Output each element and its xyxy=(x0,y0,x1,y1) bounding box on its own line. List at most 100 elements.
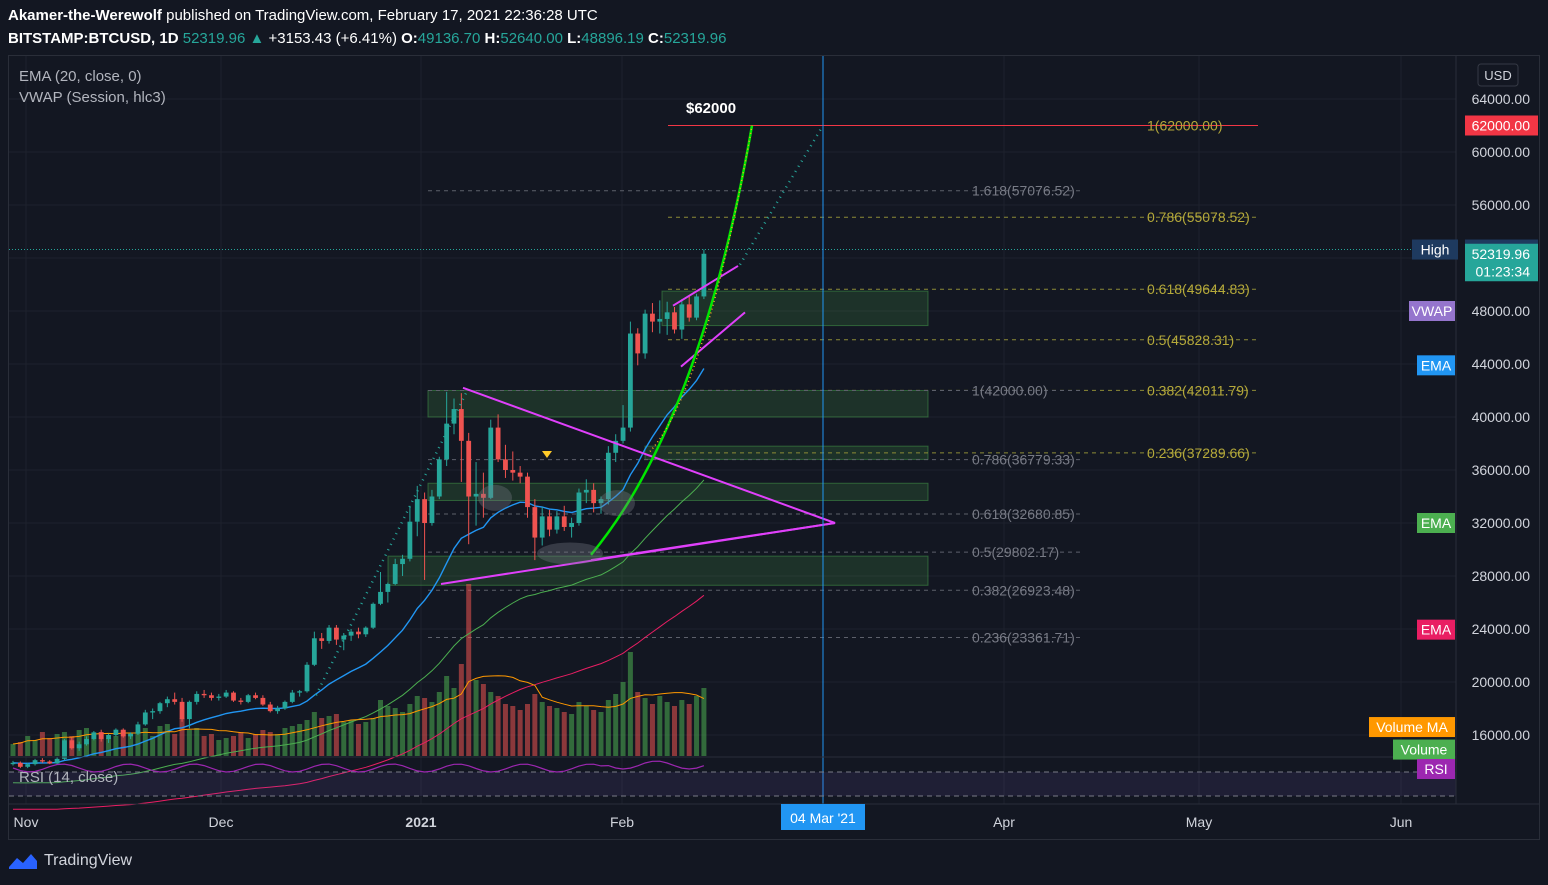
support-zone xyxy=(427,482,929,501)
candle-body xyxy=(539,516,545,538)
candle-body xyxy=(481,493,486,498)
tradingview-brand[interactable]: TradingView xyxy=(8,852,132,870)
volume-bar xyxy=(672,706,677,756)
fib-level-label: 0.236(37289.66) xyxy=(1147,445,1250,461)
fib-level-label: 0.618(32680.85) xyxy=(972,506,1075,522)
rsi-legend[interactable]: RSI (14, close) xyxy=(19,769,119,786)
candle-body xyxy=(326,627,332,641)
highlight-ellipse xyxy=(537,542,603,565)
chart-frame xyxy=(8,55,1540,840)
volume-bar xyxy=(223,738,229,756)
volume-bar xyxy=(128,734,134,756)
candle-body xyxy=(260,697,266,705)
author-name[interactable]: Akamer-the-Werewolf xyxy=(8,7,162,24)
volume-bar xyxy=(679,700,685,756)
x-tick-label: Nov xyxy=(14,814,39,830)
fib-level-label: 0.382(42011.79) xyxy=(1147,382,1249,398)
candle-body xyxy=(341,635,347,640)
volume-bar xyxy=(576,702,582,756)
x-tick-label: May xyxy=(1186,814,1212,830)
volume-bar xyxy=(98,732,104,756)
volume-bar xyxy=(532,694,538,756)
indicator-tag-label: RSI xyxy=(1424,761,1447,777)
volume-bar xyxy=(502,704,508,756)
volume-bar xyxy=(238,732,244,756)
date-marker-label: 04 Mar '21 xyxy=(790,810,856,826)
candle-body xyxy=(701,253,707,297)
price-tag-bg xyxy=(1465,261,1538,282)
fib-level-label: 0.5(45828.31) xyxy=(1147,332,1234,348)
price-change: +3153.43 (+6.41%) xyxy=(268,30,397,47)
candle-body xyxy=(319,638,325,641)
candle-body xyxy=(378,591,383,604)
currency-label: USD xyxy=(1484,68,1511,83)
volume-bar xyxy=(348,720,354,756)
candle-body xyxy=(436,459,442,497)
volume-bar xyxy=(32,740,38,756)
fib-level-label: 1.618(57076.52) xyxy=(972,183,1075,199)
volume-bar xyxy=(304,720,310,756)
indicator-tag-bg xyxy=(1409,301,1455,321)
symbol-label[interactable]: BITSTAMP:BTCUSD, 1D xyxy=(8,30,179,47)
candle-body xyxy=(17,762,23,767)
publish-info: published on TradingView.com, February 1… xyxy=(166,7,598,24)
close-value: 52319.96 xyxy=(663,30,727,47)
volume-bar xyxy=(363,722,369,756)
volume-bar xyxy=(311,712,317,756)
candle-body xyxy=(164,699,170,704)
fib-level-label: 0.786(55078.52) xyxy=(1147,209,1250,225)
volume-bar xyxy=(326,716,332,756)
volume-bar xyxy=(466,584,472,756)
candle-body xyxy=(466,440,472,497)
volume-bar xyxy=(231,736,236,756)
candle-body xyxy=(672,312,677,330)
candle-body xyxy=(605,452,611,500)
candle-body xyxy=(598,499,604,504)
candle-body xyxy=(47,761,53,764)
candle-body xyxy=(231,692,236,701)
x-tick-label: Feb xyxy=(610,814,634,830)
volume-bar xyxy=(319,718,325,756)
indicator-tag-label: EMA xyxy=(1421,515,1452,531)
triangle-support xyxy=(590,522,836,562)
volume-bar xyxy=(480,684,486,756)
candle-body xyxy=(569,523,574,527)
candle-body xyxy=(194,693,200,702)
signal-triangle-icon xyxy=(542,451,552,458)
volume-bar xyxy=(370,718,376,756)
candle-body xyxy=(120,729,126,737)
volume-bar xyxy=(157,726,163,756)
volume-bar xyxy=(289,726,295,756)
volume-bar xyxy=(106,738,112,756)
candle-body xyxy=(620,427,626,441)
volume-bar xyxy=(54,734,60,756)
volume-bar xyxy=(444,676,450,756)
y-tick-label: 48000.00 xyxy=(1472,303,1531,319)
symbol-line: BITSTAMP:BTCUSD, 1D 52319.96 ▲ +3153.43 … xyxy=(8,30,726,47)
highlight-ellipse xyxy=(599,490,635,517)
candle-body xyxy=(172,699,178,702)
candle-body xyxy=(363,627,369,635)
candle-body xyxy=(157,703,163,712)
candle-body xyxy=(583,489,589,493)
candle-body xyxy=(547,516,552,530)
candle-body xyxy=(179,701,185,720)
y-tick-label: 24000.00 xyxy=(1472,621,1531,637)
candle-body xyxy=(488,427,494,498)
volume-bar xyxy=(267,732,273,756)
candle-body xyxy=(32,760,38,765)
candle-body xyxy=(275,708,280,712)
volume-bar xyxy=(613,694,619,756)
y-tick-label: 40000.00 xyxy=(1472,409,1531,425)
volume-bar xyxy=(10,744,16,756)
candle-body xyxy=(40,760,45,762)
support-zone xyxy=(387,555,929,586)
vwap-legend[interactable]: VWAP (Session, hlc3) xyxy=(19,89,166,106)
indicator-tag-bg xyxy=(1417,759,1455,779)
price-tag-value: 62000.00 xyxy=(1472,118,1531,134)
candle-body xyxy=(142,712,148,725)
x-tick-label: Dec xyxy=(209,814,234,830)
ema-legend[interactable]: EMA (20, close, 0) xyxy=(19,68,142,85)
price-tag-name: High xyxy=(1421,242,1450,258)
